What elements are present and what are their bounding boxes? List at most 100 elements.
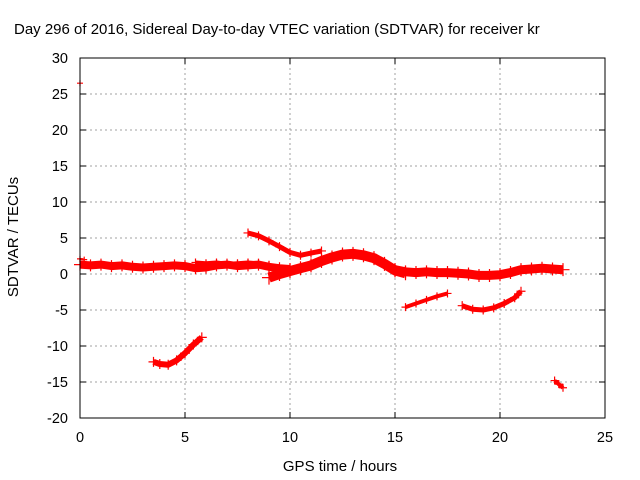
- data-point: [483, 268, 496, 282]
- data-point: [346, 246, 360, 261]
- data-point: [196, 332, 207, 343]
- series-main-band-b: [191, 258, 273, 270]
- data-point: [158, 260, 170, 273]
- data-point: [412, 299, 420, 308]
- data-point: [126, 260, 139, 273]
- data-point: [95, 258, 107, 271]
- data-point: [202, 259, 210, 268]
- data-point: [180, 348, 190, 359]
- data-point: [272, 267, 287, 281]
- y-tick-label: 20: [52, 123, 68, 139]
- data-point: [223, 259, 231, 268]
- data-point: [254, 259, 263, 268]
- data-point: [559, 383, 567, 392]
- y-tick-label: 10: [52, 195, 68, 211]
- data-point: [468, 304, 478, 314]
- data-point: [137, 261, 149, 274]
- data-point: [554, 380, 563, 389]
- data-point: [433, 292, 441, 301]
- data-point: [525, 262, 538, 276]
- data-point: [493, 268, 507, 282]
- data-point: [457, 301, 467, 311]
- y-tick-label: 5: [60, 231, 68, 247]
- y-tick-label: 30: [52, 51, 68, 67]
- data-point: [163, 359, 174, 370]
- chart-title: Day 296 of 2016, Sidereal Day-to-day VTE…: [14, 21, 540, 38]
- x-tick-label: 0: [76, 430, 84, 446]
- data-point: [443, 289, 452, 298]
- series-dip-track: [243, 228, 326, 260]
- data-point: [367, 251, 381, 266]
- data-point: [399, 265, 412, 279]
- data-point: [168, 259, 181, 272]
- data-point: [148, 356, 159, 367]
- data-point: [81, 256, 88, 263]
- data-point: [243, 228, 253, 238]
- data-point: [233, 259, 242, 268]
- data-point: [516, 286, 526, 296]
- data-point: [244, 258, 252, 267]
- series-line: [461, 289, 523, 313]
- data-point: [293, 261, 308, 276]
- data-point: [535, 261, 549, 275]
- data-point: [409, 266, 423, 280]
- data-point: [147, 260, 160, 273]
- data-point: [283, 264, 297, 279]
- data-point: [84, 259, 97, 272]
- data-point: [154, 359, 165, 369]
- data-point: [188, 339, 199, 350]
- y-tick-label: -5: [55, 303, 68, 319]
- data-point: [116, 259, 128, 272]
- series-neg-track-2: [457, 286, 526, 315]
- series-low-band: [388, 261, 570, 282]
- data-point: [325, 250, 339, 265]
- data-point: [171, 355, 182, 366]
- data-point: [285, 247, 295, 257]
- y-tick-label: 0: [60, 267, 68, 283]
- data-point: [264, 236, 274, 246]
- data-point: [499, 299, 509, 309]
- data-point: [335, 247, 350, 262]
- data-point: [304, 258, 318, 273]
- data-point: [377, 256, 392, 271]
- series-neg-track-1: [401, 289, 452, 312]
- series-neg-track-4: [550, 376, 567, 392]
- data-point: [105, 260, 118, 273]
- data-point: [388, 263, 402, 277]
- x-tick-label: 10: [282, 430, 298, 446]
- series-main-band-a: [74, 258, 296, 275]
- data-point: [262, 270, 276, 285]
- y-tick-label: -20: [47, 411, 68, 427]
- data-point: [317, 246, 326, 256]
- data-point: [296, 250, 305, 260]
- data-point: [441, 266, 454, 280]
- y-tick-label: 15: [52, 159, 68, 175]
- y-tick-label: -10: [47, 339, 68, 355]
- data-point: [179, 260, 191, 273]
- data-point: [462, 267, 475, 281]
- plot-area: [74, 80, 570, 392]
- y-tick-label: -15: [47, 375, 68, 391]
- x-tick-label: 5: [181, 430, 189, 446]
- x-axis-label: GPS time / hours: [283, 458, 397, 475]
- data-point: [550, 376, 559, 385]
- x-tick-label: 20: [492, 430, 508, 446]
- data-point: [212, 258, 221, 267]
- data-point: [191, 258, 200, 267]
- axis-ticks: 0 5 10 15 20 25 -20 -15 -10 -5 0 5 10 15 20 25 30: [47, 51, 613, 446]
- y-tick-label: 25: [52, 87, 68, 103]
- data-point: [254, 231, 263, 241]
- data-point: [504, 266, 517, 280]
- data-point: [556, 263, 570, 277]
- plot-frame: [79, 57, 606, 419]
- data-point: [401, 303, 410, 312]
- x-tick-label: 15: [387, 430, 403, 446]
- data-point: [356, 248, 371, 263]
- data-point: [451, 266, 465, 280]
- data-point: [306, 248, 316, 258]
- data-point: [275, 242, 284, 252]
- data-point: [422, 295, 431, 304]
- data-point: [510, 293, 520, 303]
- data-point: [265, 261, 273, 270]
